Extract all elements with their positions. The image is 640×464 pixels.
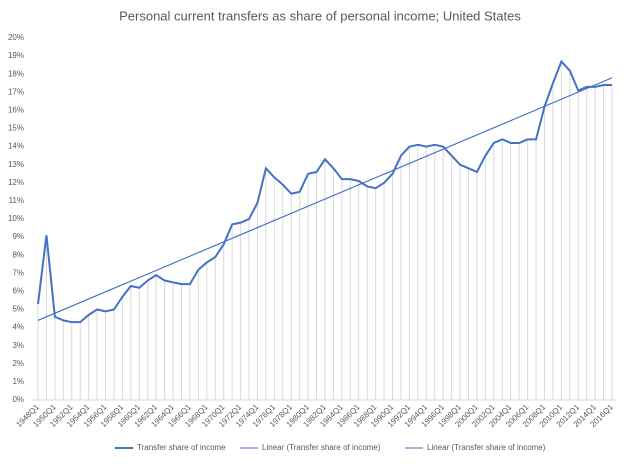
y-tick-label: 9% [12,232,24,241]
legend-label: Linear (Transfer share of income) [427,443,546,452]
y-tick-label: 15% [8,124,24,133]
y-tick-label: 4% [12,323,24,332]
legend-label: Transfer share of income [137,443,226,452]
y-tick-label: 10% [8,214,24,223]
y-tick-label: 2% [12,359,24,368]
y-tick-label: 11% [9,196,24,205]
y-tick-label: 8% [12,250,24,259]
y-tick-label: 20% [8,33,24,42]
data-line [37,59,612,324]
y-tick-label: 16% [8,106,24,115]
chart-title: Personal current transfers as share of p… [119,8,521,23]
trend-line [37,77,613,321]
y-tick-label: 17% [8,87,24,96]
y-tick-label: 18% [8,69,24,78]
y-tick-label: 19% [8,51,24,60]
legend-label: Linear (Transfer share of income) [262,443,381,452]
y-tick-label: 13% [8,160,24,169]
y-tick-label: 3% [12,341,24,350]
y-tick-label: 12% [8,178,24,187]
y-tick-label: 5% [12,305,24,314]
y-tick-label: 14% [8,142,24,151]
y-tick-label: 7% [12,268,24,277]
y-tick-label: 0% [12,395,24,404]
y-tick-label: 6% [12,287,24,296]
y-tick-label: 1% [12,377,24,386]
